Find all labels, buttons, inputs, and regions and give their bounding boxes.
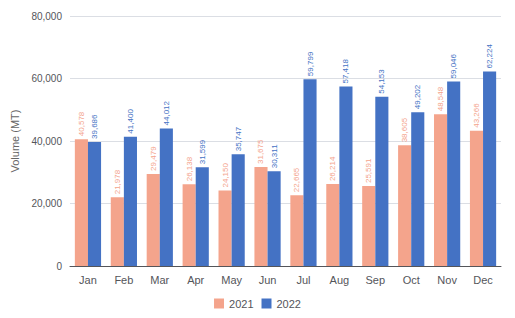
- svg-text:25,591: 25,591: [364, 158, 373, 183]
- svg-text:Sep: Sep: [366, 274, 386, 286]
- svg-text:Jul: Jul: [296, 274, 310, 286]
- svg-text:59,046: 59,046: [449, 53, 458, 78]
- svg-text:48,548: 48,548: [436, 86, 445, 111]
- svg-text:49,202: 49,202: [413, 84, 422, 109]
- svg-text:20,000: 20,000: [31, 198, 62, 209]
- svg-text:Volume (MT): Volume (MT): [9, 110, 21, 173]
- svg-text:62,224: 62,224: [485, 44, 494, 69]
- svg-text:May: May: [221, 274, 242, 286]
- svg-text:Feb: Feb: [114, 274, 133, 286]
- svg-text:43,266: 43,266: [472, 103, 481, 128]
- svg-text:29,479: 29,479: [149, 146, 158, 171]
- svg-text:Mar: Mar: [150, 274, 169, 286]
- svg-text:21,978: 21,978: [113, 169, 122, 194]
- svg-text:30,311: 30,311: [270, 144, 279, 168]
- svg-text:35,747: 35,747: [234, 126, 243, 151]
- svg-text:80,000: 80,000: [31, 11, 62, 22]
- svg-text:26,138: 26,138: [185, 156, 194, 181]
- svg-text:Jan: Jan: [79, 274, 97, 286]
- svg-text:24,150: 24,150: [221, 163, 230, 188]
- svg-text:44,012: 44,012: [162, 100, 171, 125]
- svg-text:0: 0: [56, 261, 62, 272]
- svg-text:2021: 2021: [229, 298, 253, 310]
- svg-text:22,665: 22,665: [292, 167, 301, 192]
- svg-text:41,400: 41,400: [126, 109, 135, 134]
- svg-text:Jun: Jun: [259, 274, 277, 286]
- svg-text:Oct: Oct: [403, 274, 420, 286]
- svg-text:Aug: Aug: [330, 274, 350, 286]
- svg-text:Apr: Apr: [187, 274, 204, 286]
- svg-text:31,599: 31,599: [198, 139, 207, 164]
- svg-text:39,686: 39,686: [90, 114, 99, 139]
- svg-text:40,000: 40,000: [31, 136, 62, 147]
- svg-text:54,153: 54,153: [377, 69, 386, 94]
- svg-text:59,799: 59,799: [306, 51, 315, 76]
- svg-text:38,605: 38,605: [400, 117, 409, 142]
- svg-text:60,000: 60,000: [31, 73, 62, 84]
- svg-text:Nov: Nov: [437, 274, 457, 286]
- svg-text:2022: 2022: [277, 298, 301, 310]
- svg-text:31,675: 31,675: [256, 139, 265, 164]
- svg-text:26,214: 26,214: [328, 156, 337, 181]
- svg-text:40,578: 40,578: [77, 111, 86, 136]
- svg-text:57,418: 57,418: [341, 59, 350, 84]
- svg-text:Dec: Dec: [473, 274, 493, 286]
